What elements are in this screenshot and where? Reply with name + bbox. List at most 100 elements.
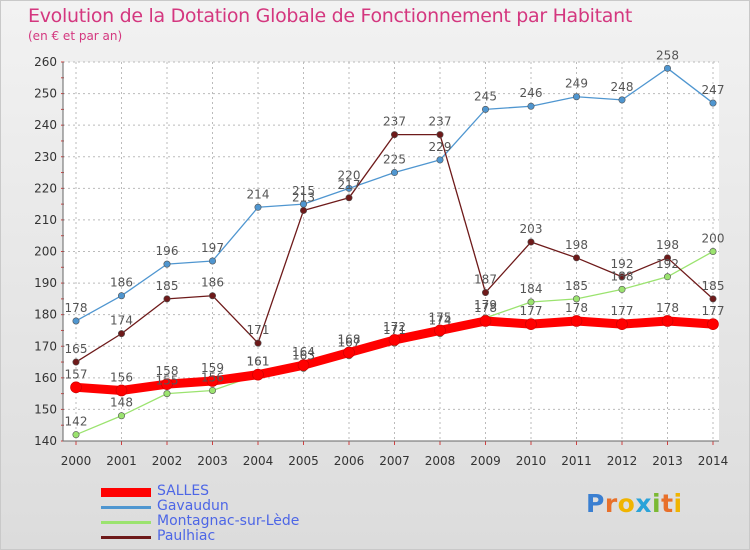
data-label-salles: 177 xyxy=(520,304,543,318)
data-label-gavaudun: 247 xyxy=(702,83,725,97)
data-label-paulhiac: 192 xyxy=(611,257,634,271)
logo-letter: o xyxy=(617,489,636,518)
data-point-gavaudun xyxy=(709,99,717,107)
data-point-paulhiac xyxy=(299,206,307,214)
y-tick-label: 220 xyxy=(34,181,57,195)
logo-letter: x xyxy=(635,489,652,518)
legend-label: Paulhiac xyxy=(157,528,216,544)
x-tick-label: 2013 xyxy=(652,454,683,468)
data-label-salles: 178 xyxy=(656,301,679,315)
data-label-salles: 156 xyxy=(110,370,133,384)
data-label-gavaudun: 214 xyxy=(247,187,270,201)
data-label-montagnac-sur-l-de: 185 xyxy=(565,279,588,293)
data-point-gavaudun xyxy=(618,96,626,104)
series xyxy=(70,64,719,439)
data-point-salles xyxy=(525,318,537,330)
data-point-salles xyxy=(707,318,719,330)
x-tick-label: 2004 xyxy=(243,454,274,468)
data-point-montagnac-sur-l-de xyxy=(618,285,626,293)
x-tick-label: 2003 xyxy=(197,454,228,468)
data-label-paulhiac: 187 xyxy=(474,273,497,287)
data-label-paulhiac: 165 xyxy=(65,342,88,356)
data-label-montagnac-sur-l-de: 163 xyxy=(292,348,315,362)
data-label-paulhiac: 185 xyxy=(702,279,725,293)
data-point-salles xyxy=(570,315,583,327)
data-point-paulhiac xyxy=(390,131,398,139)
data-point-gavaudun xyxy=(572,93,580,101)
data-label-montagnac-sur-l-de: 142 xyxy=(65,415,88,429)
x-tick-label: 2010 xyxy=(516,454,547,468)
logo-letter: t xyxy=(661,489,674,518)
data-label-gavaudun: 249 xyxy=(565,77,588,91)
data-point-paulhiac xyxy=(72,358,80,366)
y-tick-label: 140 xyxy=(34,434,57,448)
data-point-salles xyxy=(661,315,674,327)
data-point-paulhiac xyxy=(663,254,671,262)
data-point-gavaudun xyxy=(209,257,217,265)
data-label-salles: 157 xyxy=(65,367,88,381)
data-label-montagnac-sur-l-de: 200 xyxy=(702,232,725,246)
data-point-paulhiac xyxy=(436,131,444,139)
data-label-paulhiac: 186 xyxy=(201,276,224,290)
data-label-montagnac-sur-l-de: 161 xyxy=(247,355,270,369)
data-point-gavaudun xyxy=(254,203,262,211)
data-label-gavaudun: 225 xyxy=(383,153,406,167)
legend-label: SALLES xyxy=(157,483,210,499)
data-point-gavaudun xyxy=(663,64,671,72)
data-label-gavaudun: 220 xyxy=(338,168,361,182)
x-tick-label: 2011 xyxy=(561,454,592,468)
data-label-montagnac-sur-l-de: 167 xyxy=(338,336,361,350)
data-point-salles xyxy=(388,334,401,346)
data-label-salles: 175 xyxy=(429,310,452,324)
data-label-montagnac-sur-l-de: 156 xyxy=(201,370,224,384)
y-tick-label: 160 xyxy=(34,371,57,385)
data-label-paulhiac: 217 xyxy=(338,178,361,192)
data-label-gavaudun: 215 xyxy=(292,184,315,198)
data-point-salles xyxy=(479,315,492,327)
data-point-salles xyxy=(434,324,446,337)
legend-swatch xyxy=(101,536,151,539)
data-label-gavaudun: 258 xyxy=(656,48,679,62)
axes: 140 150 160 170 180 190 200 210 220 230 240 250 260 2… xyxy=(34,55,728,468)
logo-letter: P xyxy=(586,489,605,518)
data-label-gavaudun: 196 xyxy=(156,244,179,258)
data-label-salles: 164 xyxy=(292,345,315,359)
data-label-montagnac-sur-l-de: 184 xyxy=(520,282,543,296)
data-point-salles xyxy=(70,381,82,394)
legend-label: Gavaudun xyxy=(157,498,229,514)
data-point-montagnac-sur-l-de xyxy=(163,390,171,398)
data-label-montagnac-sur-l-de: 148 xyxy=(110,396,133,410)
x-tick-label: 2009 xyxy=(470,454,501,468)
data-label-gavaudun: 245 xyxy=(474,89,497,103)
data-label-paulhiac: 185 xyxy=(156,279,179,293)
y-tick-label: 150 xyxy=(34,402,57,416)
y-tick-label: 170 xyxy=(34,339,57,353)
data-label-paulhiac: 198 xyxy=(656,238,679,252)
chart-subtitle: (en € et par an) xyxy=(28,29,123,43)
data-label-gavaudun: 178 xyxy=(65,301,88,315)
y-tick-label: 260 xyxy=(34,55,57,69)
data-point-salles xyxy=(161,378,173,390)
data-label-gavaudun: 248 xyxy=(611,80,634,94)
legend-swatch xyxy=(101,506,151,509)
data-label-paulhiac: 198 xyxy=(565,238,588,252)
data-point-montagnac-sur-l-de xyxy=(663,273,671,281)
data-point-montagnac-sur-l-de xyxy=(572,295,580,303)
data-point-salles xyxy=(115,384,128,397)
data-label-montagnac-sur-l-de: 192 xyxy=(656,257,679,271)
data-point-paulhiac xyxy=(709,295,717,303)
y-tick-label: 230 xyxy=(34,150,57,164)
data-label-salles: 158 xyxy=(156,364,179,378)
logo-letter: i xyxy=(673,489,683,518)
data-point-paulhiac xyxy=(254,339,262,347)
data-point-paulhiac xyxy=(481,289,489,297)
data-label-montagnac-sur-l-de: 171 xyxy=(383,323,406,337)
data-label-salles: 168 xyxy=(338,333,361,347)
y-tick-label: 200 xyxy=(34,245,57,259)
data-label-salles: 161 xyxy=(247,355,270,369)
legend-swatch xyxy=(101,521,151,524)
y-tick-label: 250 xyxy=(34,87,57,101)
data-label-gavaudun: 246 xyxy=(520,86,543,100)
